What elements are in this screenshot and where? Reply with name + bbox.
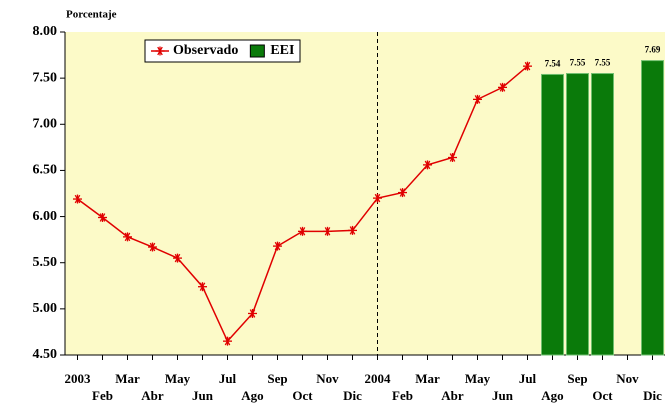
- x-tick-label: Nov: [316, 371, 339, 386]
- y-tick-label: 8.00: [33, 24, 58, 39]
- x-tick-label: Dic: [343, 388, 362, 403]
- y-tick-label: 6.00: [33, 209, 58, 224]
- plot-area: [65, 32, 665, 355]
- x-tick-label: Ago: [541, 388, 563, 403]
- point: [323, 226, 332, 236]
- x-tick-label: 2004: [365, 371, 392, 386]
- x-tick-label: Dic: [643, 388, 662, 403]
- y-tick-label: 7.00: [33, 117, 58, 132]
- legend-swatch: [249, 44, 265, 58]
- point: [73, 194, 82, 204]
- bar: [591, 73, 614, 356]
- x-tick-label: Sep: [267, 371, 287, 386]
- x-tick-label: Oct: [292, 388, 313, 403]
- bar: [541, 73, 564, 356]
- point: [398, 188, 407, 198]
- x-tick-label: Sep: [567, 371, 587, 386]
- point: [373, 193, 382, 203]
- x-tick-label: May: [165, 371, 191, 386]
- point: [123, 232, 132, 242]
- bar: [641, 60, 664, 356]
- y-axis-label: Porcentaje: [66, 9, 117, 21]
- y-tick-label: 5.50: [33, 255, 58, 270]
- point: [298, 226, 307, 236]
- legend-label: EEI: [270, 43, 294, 58]
- bar-label: 7.55: [570, 58, 586, 68]
- point: [248, 308, 257, 318]
- x-tick-label: Feb: [392, 388, 413, 403]
- x-tick-label: Abr: [441, 388, 464, 403]
- bar-label: 7.54: [545, 59, 561, 69]
- x-tick-label: Feb: [92, 388, 113, 403]
- point: [198, 282, 207, 292]
- point: [498, 82, 507, 92]
- x-tick-label: Mar: [115, 371, 140, 386]
- point: [523, 61, 532, 71]
- x-tick-label: Jul: [219, 371, 237, 386]
- x-tick-label: Nov: [616, 371, 639, 386]
- point: [148, 242, 157, 252]
- x-tick-label: Jun: [192, 388, 214, 403]
- y-tick-label: 7.50: [33, 70, 58, 85]
- x-tick-label: Ago: [241, 388, 263, 403]
- point: [348, 225, 357, 235]
- y-tick-label: 4.50: [33, 347, 58, 362]
- bar-label: 7.69: [645, 45, 661, 55]
- x-tick-label: Abr: [141, 388, 164, 403]
- legend-marker: [155, 46, 165, 56]
- x-tick-label: Oct: [592, 388, 613, 403]
- x-tick-label: May: [465, 371, 491, 386]
- point: [173, 253, 182, 263]
- point: [223, 336, 232, 346]
- legend-label: Observado: [173, 43, 238, 58]
- x-tick-label: 2003: [65, 371, 92, 386]
- point: [98, 212, 107, 222]
- bar: [566, 73, 589, 356]
- point: [423, 160, 432, 170]
- y-tick-label: 5.00: [33, 301, 58, 316]
- x-tick-label: Jul: [519, 371, 537, 386]
- point: [473, 94, 482, 104]
- x-tick-label: Jun: [492, 388, 514, 403]
- point: [448, 153, 457, 163]
- point: [273, 241, 282, 251]
- bar-label: 7.55: [595, 58, 611, 68]
- y-tick-label: 6.50: [33, 163, 58, 178]
- x-tick-label: Mar: [415, 371, 440, 386]
